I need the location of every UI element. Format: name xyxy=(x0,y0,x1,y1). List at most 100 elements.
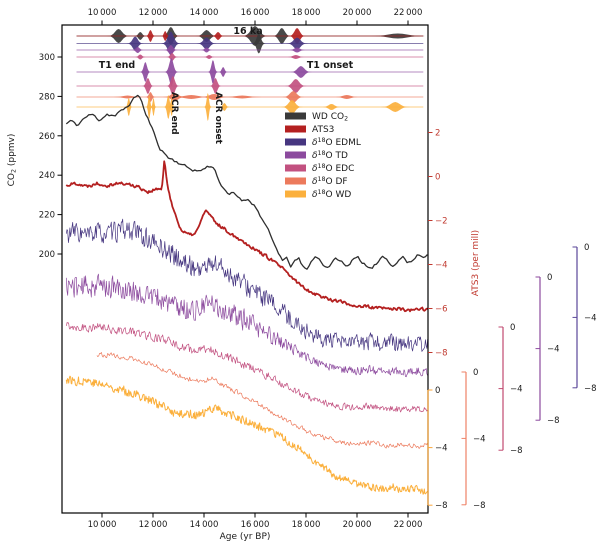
violin-blob xyxy=(206,78,225,94)
ats3-tick-label: 0 xyxy=(435,173,440,183)
legend-swatch xyxy=(285,164,306,172)
offset-axis-tick-label: −4 xyxy=(435,444,448,454)
co2-tick-label: 220 xyxy=(39,211,55,221)
violin-blob xyxy=(328,95,366,99)
violin-blob xyxy=(200,55,218,59)
violin-blob xyxy=(192,37,222,50)
offset-axis-tick-label: 0 xyxy=(510,323,515,333)
plot-border xyxy=(61,24,429,514)
co2-tick-label: 240 xyxy=(39,171,55,181)
offset-axis-edc: 0 −4 −8 xyxy=(498,323,523,456)
offset-axis-tick-label: −4 xyxy=(473,434,486,444)
co2-axis: 300 280 260 240 220 200 CO2 (ppmv) xyxy=(7,53,62,260)
ats3-axis-label: ATS3 (per mill) xyxy=(471,230,481,296)
series-td xyxy=(65,273,428,378)
violin-blob xyxy=(197,47,216,53)
legend-label: ATS3 xyxy=(312,125,334,135)
bottom-tick-label: 10 000 xyxy=(88,520,117,530)
x-axis-label: Age (yr BP) xyxy=(220,532,271,542)
co2-tick-label: 260 xyxy=(39,132,55,142)
violin-blob xyxy=(281,37,313,50)
top-tick-label: 12 000 xyxy=(139,8,168,18)
violin-blob xyxy=(137,62,154,82)
bottom-tick-label: 16 000 xyxy=(241,520,270,530)
legend-label: δ18O EDC xyxy=(312,163,354,174)
series-edc xyxy=(65,322,428,413)
violin-blob xyxy=(202,93,214,121)
offset-axis-tick-label: −8 xyxy=(435,501,448,511)
series-wd xyxy=(65,375,428,495)
top-tick-label: 10 000 xyxy=(88,8,117,18)
legend-swatch xyxy=(285,112,306,120)
annotation-acr-end: ACR end xyxy=(169,92,179,135)
violin-blob xyxy=(282,55,310,59)
top-tick-label: 18 000 xyxy=(292,8,321,18)
bottom-tick-label: 12 000 xyxy=(139,520,168,530)
ats3-tick-label: 2 xyxy=(435,129,440,139)
offset-axis-tick-label: −8 xyxy=(547,416,560,426)
violin-blob xyxy=(205,60,221,84)
offset-axis-tick-label: −8 xyxy=(510,446,523,456)
offset-axis-tick-label: 0 xyxy=(473,368,478,378)
offset-axis-tick-label: −4 xyxy=(510,385,523,395)
violin-blob xyxy=(276,100,308,114)
co2-tick-label: 300 xyxy=(39,53,55,63)
violin-blob xyxy=(143,92,158,102)
top-tick-label: 16 000 xyxy=(241,8,270,18)
violin-blob xyxy=(163,76,183,96)
offset-axis-tick-label: 0 xyxy=(584,243,589,253)
violin-blob xyxy=(128,47,147,53)
bottom-tick-label: 14 000 xyxy=(190,520,219,530)
ats3-tick-label: −4 xyxy=(435,261,448,271)
violin-blob xyxy=(162,95,175,119)
annotation-t1-onset: T1 onset xyxy=(307,60,354,71)
violin-blob xyxy=(284,28,310,44)
legend-swatch xyxy=(285,190,306,198)
top-tick-label: 20 000 xyxy=(343,8,372,18)
violin-blob xyxy=(283,47,311,53)
offset-axis-df: 0 −4 −8 xyxy=(461,368,486,511)
annotation-16-ka: 16 ka xyxy=(233,26,262,37)
series-df xyxy=(96,352,428,449)
violin-blob xyxy=(144,95,154,119)
legend-swatch xyxy=(285,177,306,185)
offset-axis-edml: 0 −4 −8 xyxy=(572,243,597,394)
violin-blob xyxy=(159,31,172,41)
violin-blob xyxy=(316,104,347,110)
ats3-tick-label: −2 xyxy=(435,217,448,227)
co2-tick-label: 200 xyxy=(39,250,55,260)
violin-blob xyxy=(216,67,230,77)
violin-blob xyxy=(143,30,158,42)
ats3-tick-label: −8 xyxy=(435,349,448,359)
bottom-tick-label: 22 000 xyxy=(394,520,423,530)
violin-blob xyxy=(139,78,157,94)
co2-tick-label: 280 xyxy=(39,92,55,102)
ats3-tick-label: −6 xyxy=(435,305,448,315)
violin-blob xyxy=(163,53,181,61)
offset-axis-tick-label: −8 xyxy=(584,384,597,394)
annotations: 16 ka T1 end T1 onset ACR end ACR onset xyxy=(99,26,354,145)
legend-label: δ18O DF xyxy=(312,176,348,187)
legend: WD CO2 ATS3 δ18O EDML δ18O TD δ18O EDC δ18O D… xyxy=(285,112,361,200)
annotation-acr-onset: ACR onset xyxy=(213,92,223,145)
violin-blob xyxy=(191,94,238,100)
violin-blob xyxy=(123,98,135,116)
offset-axis-wd: 0 −4 −8 xyxy=(427,386,448,511)
change-point-rows xyxy=(76,26,428,121)
legend-label: δ18O WD xyxy=(312,189,351,200)
violin-blob xyxy=(161,95,222,99)
top-tick-label: 14 000 xyxy=(190,8,219,18)
series-co2 xyxy=(65,94,428,270)
legend-swatch xyxy=(285,125,306,133)
offset-axis-tick-label: −4 xyxy=(584,313,597,323)
co2-axis-label: CO2 (ppmv) xyxy=(7,134,18,187)
violin-blob xyxy=(217,103,232,111)
offset-axis-td: 0 −4 −8 xyxy=(535,273,560,426)
legend-label: WD CO2 xyxy=(312,112,348,123)
legend-swatch xyxy=(285,138,306,146)
violin-blob xyxy=(161,58,182,86)
violin-blob xyxy=(209,95,276,99)
